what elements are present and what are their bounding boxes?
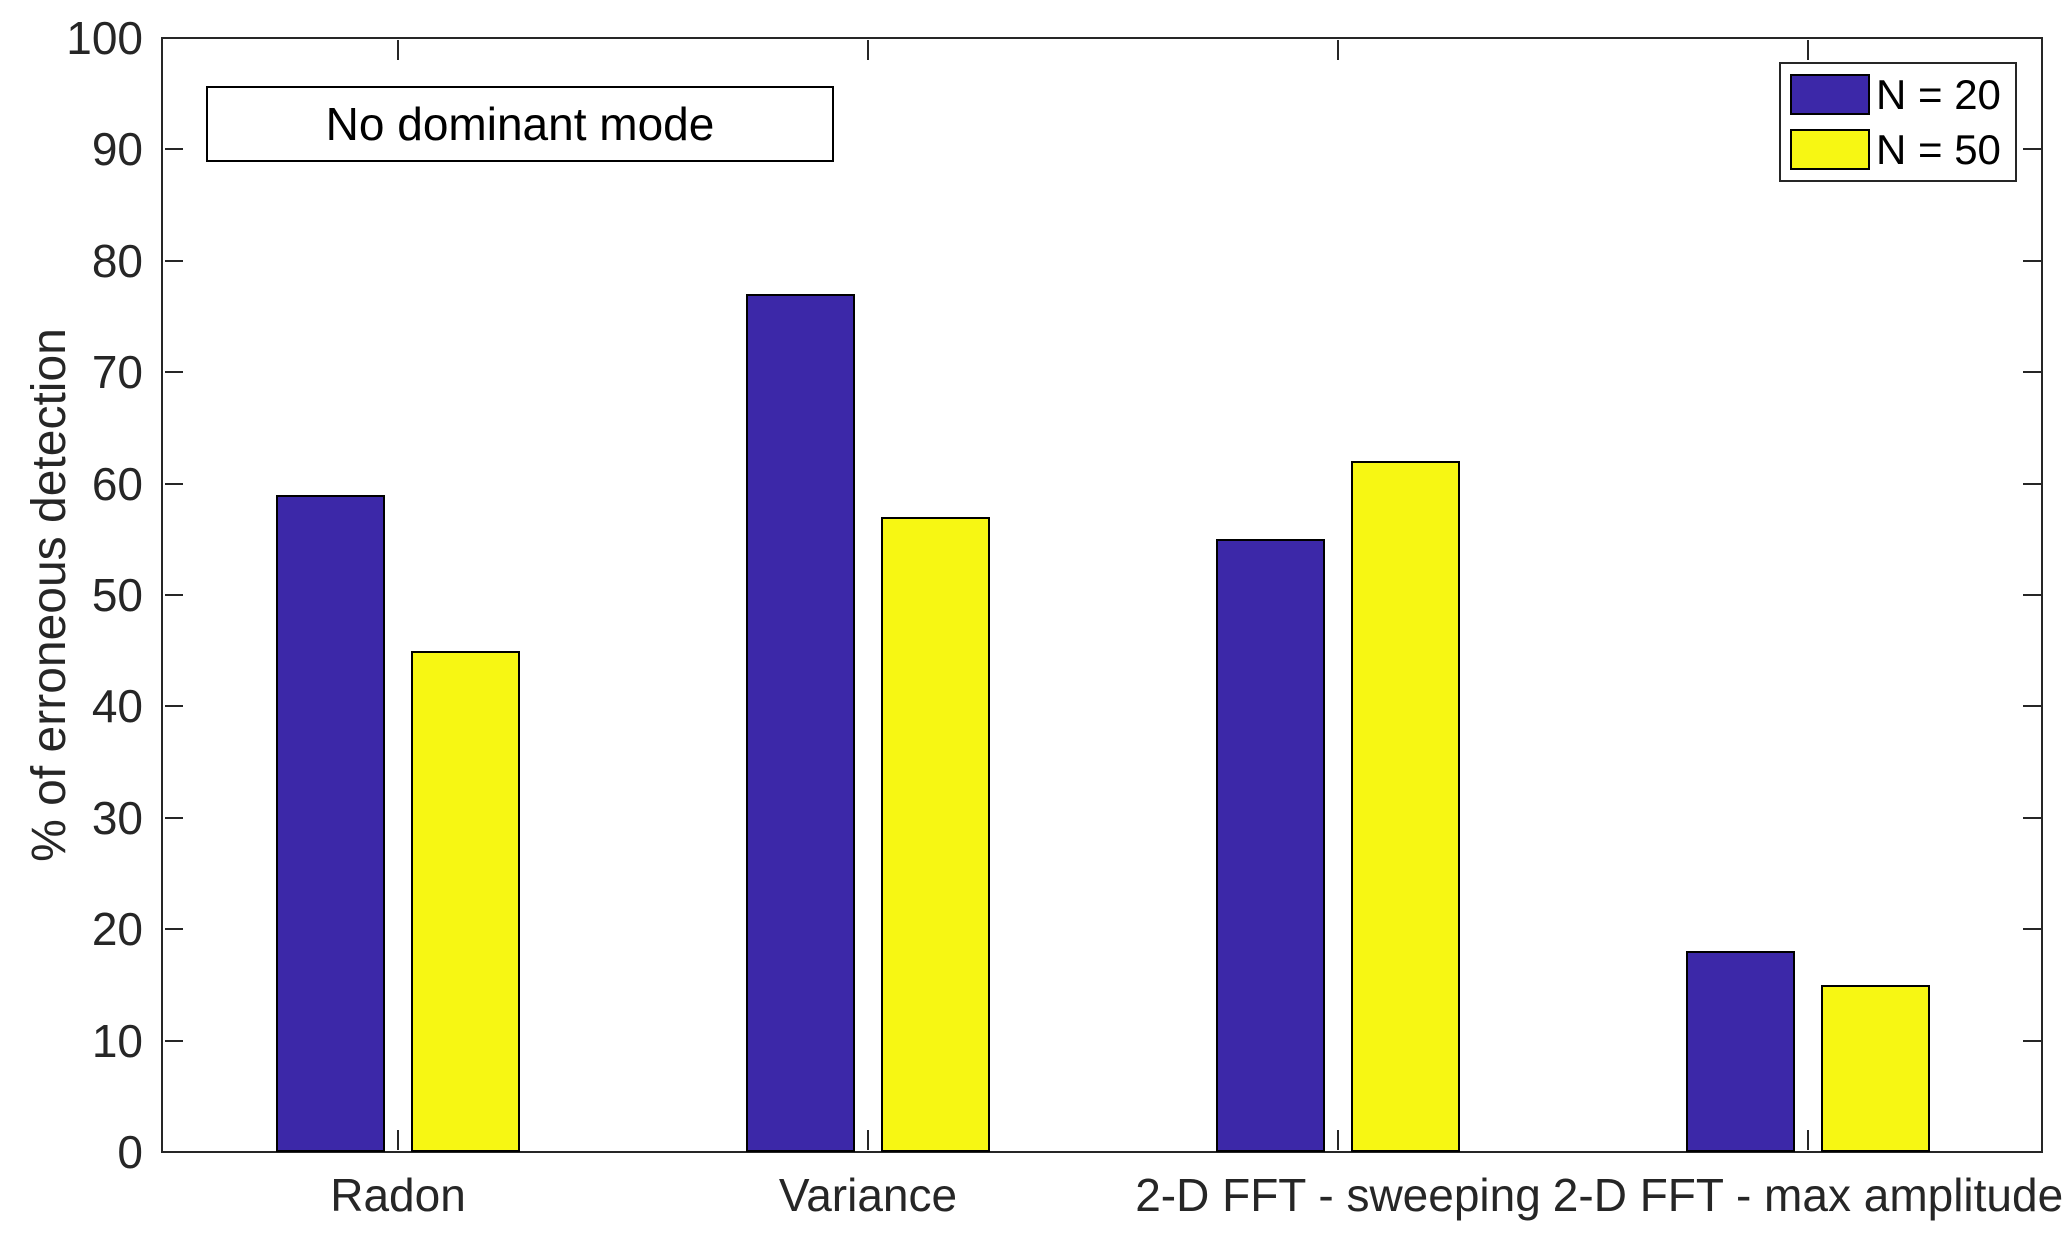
bar-2-d-fft-sweeping-n-20 xyxy=(1216,539,1325,1152)
y-tick xyxy=(165,1039,183,1042)
y-tick-label: 50 xyxy=(91,569,143,621)
x-tick-mirror xyxy=(1337,40,1339,60)
bar-variance-n-20 xyxy=(746,294,855,1152)
bar-2-d-fft-sweeping-n-50 xyxy=(1351,461,1460,1152)
legend-row-n-20: N = 20 xyxy=(1790,70,2015,118)
x-tick xyxy=(867,1130,869,1150)
y-tick xyxy=(165,371,183,374)
x-tick-mirror xyxy=(1807,40,1809,60)
y-tick-label: 70 xyxy=(91,346,143,399)
y-tick xyxy=(165,259,183,262)
y-tick-mirror xyxy=(2023,259,2041,262)
legend-label-n-50: N = 50 xyxy=(1876,125,2001,173)
y-tick xyxy=(165,594,183,596)
x-tick-mirror xyxy=(867,40,869,60)
x-tick xyxy=(397,1130,399,1150)
x-tick-label-2-d-fft-max-amplitude: 2-D FFT - max amplitude xyxy=(1552,1169,2064,1221)
x-tick-mirror xyxy=(397,40,399,60)
legend-label-n-20: N = 20 xyxy=(1876,70,2001,118)
bar-variance-n-50 xyxy=(881,517,990,1152)
annotation-text: No dominant mode xyxy=(325,98,715,150)
y-tick-label: 40 xyxy=(91,680,143,733)
annotation-box: No dominant mode xyxy=(206,86,834,162)
y-tick-mirror xyxy=(2023,148,2041,151)
x-tick-label-variance: Variance xyxy=(778,1169,958,1221)
y-tick-label: 10 xyxy=(91,1014,143,1067)
y-tick-mirror xyxy=(2023,705,2041,708)
y-tick-label: 100 xyxy=(66,12,143,64)
y-tick-mirror xyxy=(2023,482,2041,485)
y-tick-mirror xyxy=(2023,594,2041,596)
y-tick xyxy=(165,928,183,931)
y-tick-mirror xyxy=(2023,1039,2041,1042)
y-tick-mirror xyxy=(2023,371,2041,374)
legend-row-n-50: N = 50 xyxy=(1790,125,2015,173)
y-tick xyxy=(165,816,183,819)
x-tick xyxy=(1807,1130,1809,1150)
y-tick xyxy=(165,1151,183,1153)
y-tick-label: 30 xyxy=(91,791,143,844)
y-tick-label: 60 xyxy=(91,457,143,510)
plot-area xyxy=(161,37,2043,1153)
y-tick xyxy=(165,482,183,485)
y-tick-mirror xyxy=(2023,1151,2041,1153)
bar-radon-n-50 xyxy=(411,650,520,1152)
y-tick-label: 20 xyxy=(91,903,143,956)
x-tick xyxy=(1337,1130,1339,1150)
y-tick-label: 90 xyxy=(91,123,143,176)
y-tick xyxy=(165,705,183,708)
x-tick-label-radon: Radon xyxy=(330,1169,466,1221)
legend-swatch-n-20 xyxy=(1790,74,1870,115)
y-tick-mirror xyxy=(2023,816,2041,819)
x-tick-label-2-d-fft-sweeping: 2-D FFT - sweeping xyxy=(1135,1169,1541,1221)
y-tick xyxy=(165,148,183,151)
legend: N = 20 N = 50 xyxy=(1779,62,2017,182)
y-tick-mirror xyxy=(2023,928,2041,931)
y-tick-label: 80 xyxy=(91,234,143,287)
bar-2-d-fft-max-amplitude-n-50 xyxy=(1821,984,1930,1152)
y-tick-mirror xyxy=(2023,37,2041,39)
bar-2-d-fft-max-amplitude-n-20 xyxy=(1686,951,1795,1152)
bar-radon-n-20 xyxy=(276,494,385,1152)
y-tick xyxy=(165,37,183,39)
legend-swatch-n-50 xyxy=(1790,129,1870,170)
y-tick-label: 0 xyxy=(117,1126,143,1178)
